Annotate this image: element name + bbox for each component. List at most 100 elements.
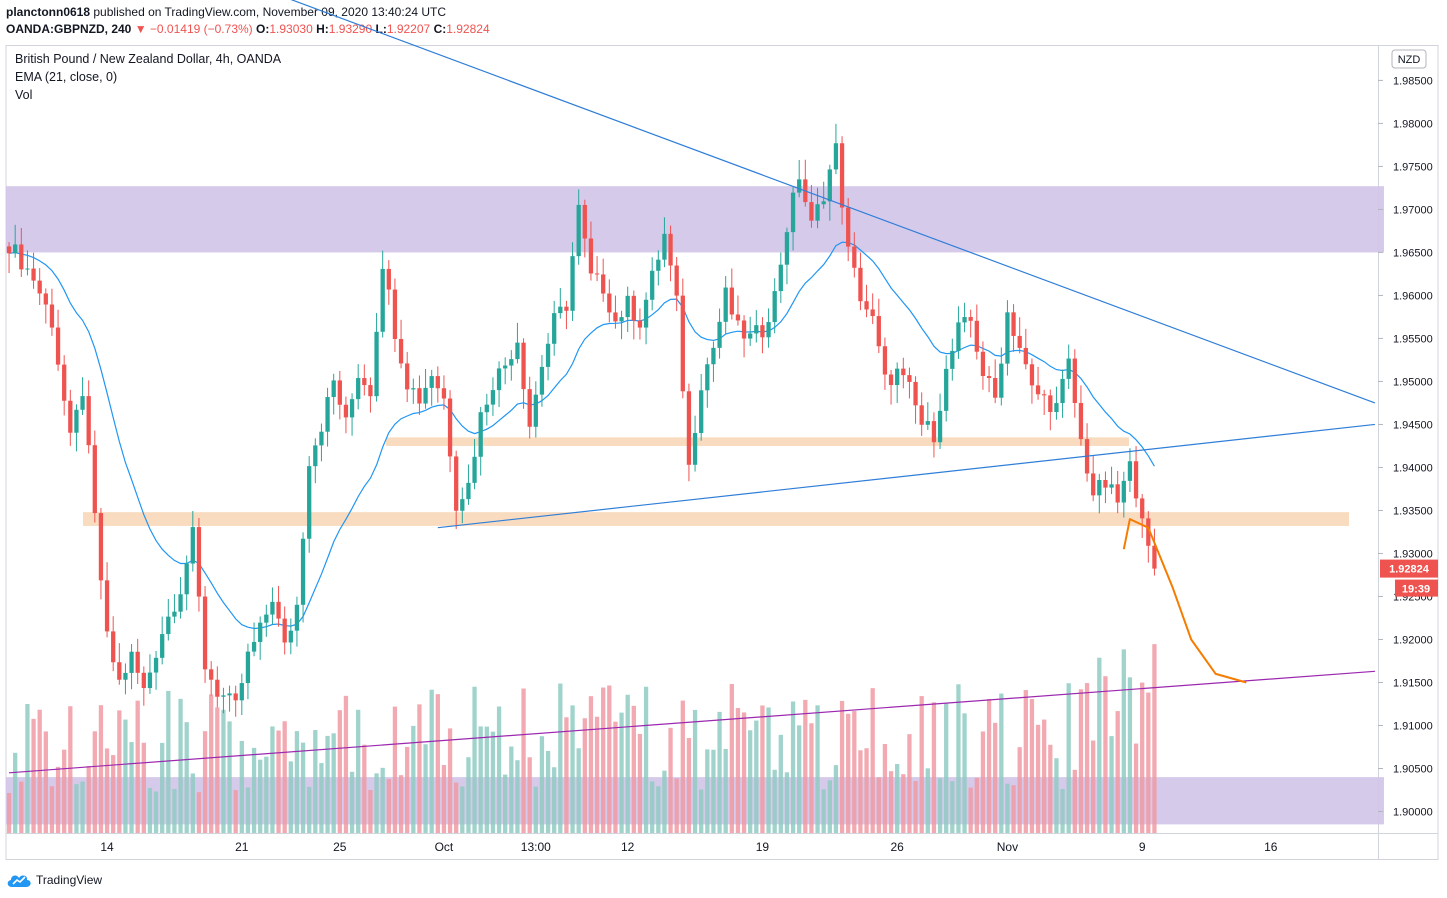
y-tick-label: 1.95500 (1393, 333, 1433, 345)
candle-body (846, 207, 851, 247)
volume-bar (564, 717, 569, 833)
volume-bar (374, 773, 379, 833)
currency-badge-box (1391, 49, 1427, 69)
candle-body (441, 388, 447, 399)
volume-bar (423, 744, 428, 833)
candle (613, 295, 618, 329)
volume-bar (233, 790, 238, 833)
candle-body (748, 333, 753, 339)
candle-body (37, 280, 42, 294)
volume-bar (160, 742, 165, 833)
candle (723, 276, 728, 335)
candle-body (619, 317, 624, 322)
candle (974, 304, 979, 360)
volume-bar (858, 750, 863, 833)
volume-bar (552, 767, 557, 833)
volume-bar (662, 770, 667, 833)
candle-body (386, 268, 391, 290)
volume-bar (1152, 644, 1157, 833)
candle (827, 164, 832, 221)
volume-bar (625, 694, 630, 833)
ascending-trendline (437, 423, 1376, 529)
candle (313, 438, 318, 484)
candle-body (368, 385, 373, 397)
volume-bar (245, 787, 251, 833)
volume-bar (319, 763, 324, 833)
candle-body (717, 321, 722, 348)
volume-bar (325, 735, 330, 833)
candle (1103, 471, 1108, 504)
volume-bar (141, 742, 146, 833)
x-tick-label: 19 (756, 840, 770, 854)
volume-bar (864, 748, 869, 833)
candle-body (190, 527, 195, 564)
candle (699, 373, 704, 441)
candle (429, 369, 434, 406)
candle-body (55, 327, 61, 365)
candle-body (1035, 385, 1041, 395)
legend-ema[interactable]: EMA (21, close, 0) (15, 70, 118, 84)
volume-bar (1097, 657, 1102, 833)
volume-bar (931, 702, 937, 833)
candle (1084, 423, 1090, 482)
candle-body (356, 378, 361, 400)
candle (270, 587, 275, 625)
candle-body (1097, 479, 1102, 496)
legend-title[interactable]: British Pound / New Zealand Dollar, 4h, … (15, 52, 282, 66)
volume-bar (111, 755, 116, 833)
candle (839, 136, 845, 225)
volume-bar (999, 693, 1004, 833)
volume-bar (276, 730, 281, 833)
candle-body (613, 312, 618, 322)
volume-bar (264, 756, 269, 833)
volume-bar (680, 700, 685, 833)
close-label: C: (433, 22, 447, 36)
volume-bar (1017, 747, 1022, 833)
volume-bar (686, 738, 692, 833)
candle (288, 618, 293, 655)
candle (944, 355, 949, 422)
candle (980, 341, 986, 390)
candle (496, 361, 502, 408)
candle-body (62, 364, 67, 401)
candle-body (570, 256, 575, 311)
candle (19, 227, 24, 277)
candle (1066, 344, 1071, 389)
volume-bar (950, 781, 955, 833)
author-name[interactable]: planctonn0618 (6, 5, 91, 19)
legend-vol[interactable]: Vol (15, 88, 33, 102)
candle-body (552, 313, 557, 344)
candle (815, 187, 820, 229)
candle (49, 288, 55, 336)
x-tick-label: 13:00 (521, 840, 551, 854)
candle-body (754, 325, 759, 334)
volume-bar (803, 699, 808, 833)
volume-bar (974, 777, 979, 833)
y-tick-label: 1.98000 (1393, 118, 1433, 130)
x-tick-label: 21 (235, 840, 249, 854)
candle (876, 298, 881, 354)
candle-body (160, 634, 165, 658)
candle (778, 252, 783, 303)
candle (190, 510, 195, 572)
candle (13, 224, 18, 258)
volume-bar (258, 759, 263, 833)
volume-bar (135, 700, 140, 833)
volume-bar (668, 727, 673, 833)
high-label: H: (316, 22, 329, 36)
volume-bar (392, 706, 398, 833)
volume-bar (104, 748, 110, 833)
candle-body (852, 246, 857, 268)
candle (570, 242, 575, 321)
candle-body (307, 466, 312, 539)
candle (803, 159, 808, 207)
candle-body (1152, 545, 1157, 569)
candle-body (625, 295, 630, 318)
candle (533, 381, 538, 438)
candle (411, 378, 416, 404)
volume-bar (86, 766, 91, 833)
volume-bar (895, 763, 900, 833)
volume-bar (466, 757, 471, 833)
tradingview-logo[interactable]: TradingView (6, 872, 102, 888)
